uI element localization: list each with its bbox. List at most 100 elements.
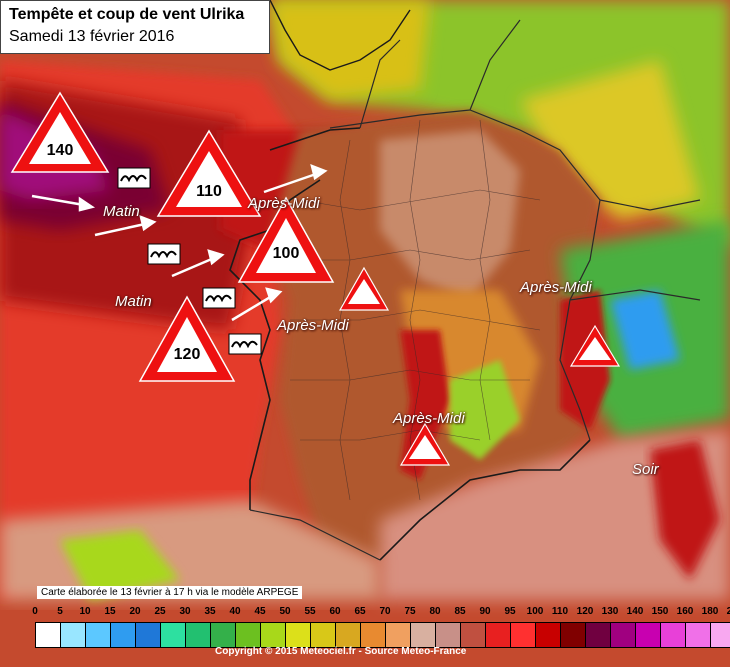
map-credit: Carte élaborée le 13 février à 17 h via … xyxy=(37,586,303,599)
wind-arrow-5 xyxy=(263,172,317,194)
department-borders xyxy=(290,119,541,501)
legend-label: 45 xyxy=(254,606,266,617)
legend-color-bar xyxy=(35,622,730,648)
legend-swatch xyxy=(636,623,661,647)
legend-label: 150 xyxy=(651,606,669,617)
wave-icons xyxy=(117,167,262,355)
legend-swatch xyxy=(111,623,136,647)
wind-arrow-1-head xyxy=(78,196,96,212)
warning-triangle-icon xyxy=(338,266,390,311)
legend-swatch xyxy=(36,623,61,647)
legend-labels: 0 5 10 15 20 25 30 35 40 45 50 55 60 65 70 75 80 85 90 95 10… xyxy=(32,606,730,620)
legend-label: 10 xyxy=(79,606,91,617)
wind-arrow-1 xyxy=(31,194,85,207)
legend-swatch xyxy=(86,623,111,647)
legend-label: 120 xyxy=(576,606,594,617)
legend-swatch xyxy=(436,623,461,647)
legend-label: 90 xyxy=(479,606,491,617)
wave-icon xyxy=(147,243,181,265)
legend-label: 30 xyxy=(179,606,191,617)
warning-120-value: 120 xyxy=(174,346,201,363)
legend-label: 180 xyxy=(701,606,719,617)
legend-swatch xyxy=(211,623,236,647)
legend-swatch xyxy=(386,623,411,647)
legend-label: 80 xyxy=(429,606,441,617)
legend-swatch xyxy=(686,623,711,647)
alps-blue xyxy=(610,290,680,370)
legend-swatch xyxy=(236,623,261,647)
legend-swatch xyxy=(261,623,286,647)
legend-label: 160 xyxy=(676,606,694,617)
massif-red xyxy=(400,330,450,480)
legend-label: 15 xyxy=(104,606,116,617)
legend-swatch xyxy=(611,623,636,647)
map-subtitle: Samedi 13 février 2016 xyxy=(9,28,175,45)
warning-triangle-icon xyxy=(399,422,451,466)
warning-triangle-icon: 120 xyxy=(138,295,236,382)
legend-swatch xyxy=(711,623,730,647)
copyright: Copyright © 2015 Meteociel.fr - Source M… xyxy=(215,646,467,657)
legend-swatch xyxy=(586,623,611,647)
legend-label: 110 xyxy=(551,606,569,617)
color-legend: 0 5 10 15 20 25 30 35 40 45 50 55 60 65 70 75 80 85 90 95 10… xyxy=(32,606,730,667)
warning-triangles: 140 110 100 120 xyxy=(10,91,621,466)
wind-arrow-3 xyxy=(171,256,215,278)
label-apres-midi-2: Après-Midi xyxy=(277,317,349,334)
germany-yellow xyxy=(520,60,700,220)
warning-110-value: 110 xyxy=(196,183,222,200)
legend-label: 75 xyxy=(404,606,416,617)
legend-swatch xyxy=(161,623,186,647)
mediterranean xyxy=(380,430,730,600)
legend-label: 60 xyxy=(329,606,341,617)
legend-label: 65 xyxy=(354,606,366,617)
label-matin-1: Matin xyxy=(103,203,140,220)
wind-arrow-3-head xyxy=(207,249,225,266)
wind-arrow-4 xyxy=(231,294,273,322)
label-apres-midi-4: Après-Midi xyxy=(393,410,465,427)
wave-icon xyxy=(228,333,262,355)
wind-arrow-5-head xyxy=(310,163,328,181)
legend-label: 5 xyxy=(57,606,63,617)
uk-coast xyxy=(269,0,411,71)
warning-triangle-icon: 110 xyxy=(156,129,262,217)
legend-swatch xyxy=(661,623,686,647)
legend-label: 0 xyxy=(32,606,38,617)
legend-swatch xyxy=(461,623,486,647)
legend-label: 70 xyxy=(379,606,391,617)
warning-triangle-icon: 100 xyxy=(237,196,335,283)
legend-swatch xyxy=(561,623,586,647)
legend-swatch xyxy=(186,623,211,647)
map-title-box: Tempête et coup de vent Ulrika Samedi 13… xyxy=(0,0,270,54)
warning-triangle-icon: 140 xyxy=(10,91,110,173)
legend-label: 95 xyxy=(504,606,516,617)
legend-swatch xyxy=(311,623,336,647)
legend-label: 35 xyxy=(204,606,216,617)
legend-label: 55 xyxy=(304,606,316,617)
wave-icon xyxy=(202,287,236,309)
legend-label: 85 xyxy=(454,606,466,617)
wave-icon xyxy=(117,167,151,189)
legend-swatch xyxy=(286,623,311,647)
label-matin-2: Matin xyxy=(115,293,152,310)
legend-label: 50 xyxy=(279,606,291,617)
wind-arrow-2-head xyxy=(139,214,157,232)
legend-swatch xyxy=(536,623,561,647)
wind-arrow-2 xyxy=(94,222,146,237)
label-apres-midi-3: Après-Midi xyxy=(520,279,592,296)
label-apres-midi-1: Après-Midi xyxy=(248,195,320,212)
legend-swatch xyxy=(336,623,361,647)
corsica-red xyxy=(650,440,720,580)
wind-arrow-4-head xyxy=(265,287,283,304)
legend-label: 20 xyxy=(129,606,141,617)
label-soir: Soir xyxy=(632,461,659,478)
legend-swatch xyxy=(511,623,536,647)
map-title: Tempête et coup de vent Ulrika xyxy=(9,6,245,23)
legend-swatch xyxy=(411,623,436,647)
legend-label: 140 xyxy=(626,606,644,617)
national-borders xyxy=(249,19,701,561)
warning-triangle-icon xyxy=(569,324,621,367)
legend-label: 200 xyxy=(726,606,730,617)
legend-label: 40 xyxy=(229,606,241,617)
legend-label: 25 xyxy=(154,606,166,617)
